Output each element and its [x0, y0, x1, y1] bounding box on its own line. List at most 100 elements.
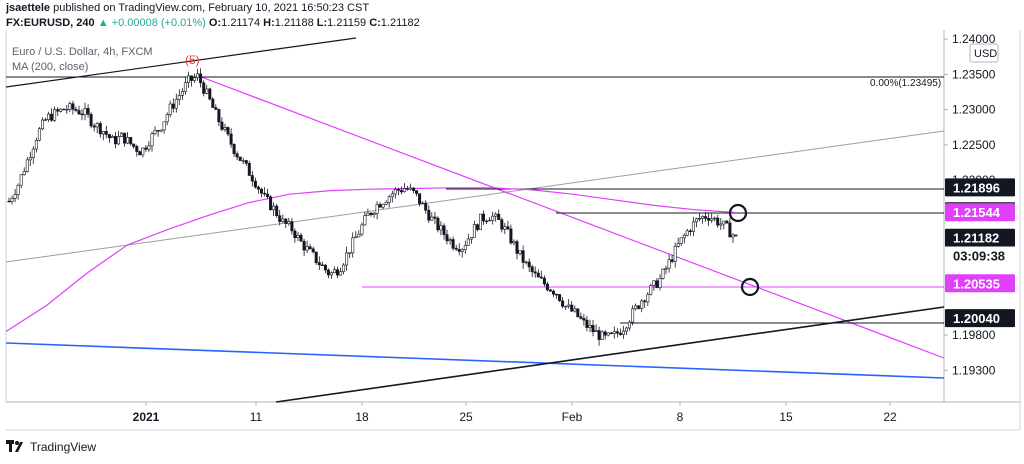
- candle-body: [183, 82, 187, 92]
- candle-body: [293, 230, 297, 238]
- candle-body: [171, 103, 175, 109]
- candle-body: [475, 224, 479, 230]
- candle-body: [150, 133, 154, 147]
- candle-body: [272, 205, 276, 211]
- candle-body: [101, 131, 105, 135]
- price-label-box: [945, 246, 1015, 265]
- candle-body: [676, 243, 680, 247]
- candle-body: [80, 113, 84, 116]
- candle-body: [387, 196, 391, 203]
- publish-line: jsaettele published on TradingView.com, …: [6, 2, 369, 14]
- candle-body: [226, 127, 230, 135]
- candle-body: [153, 130, 157, 134]
- candle-body: [433, 216, 437, 219]
- time-axis[interactable]: 2021 11 18 25 Feb 8 15 22: [133, 402, 897, 424]
- candle-body: [232, 144, 236, 155]
- candle-body: [13, 194, 17, 199]
- candle-body: [597, 330, 601, 340]
- candle-body: [558, 294, 562, 302]
- open-label: O:: [208, 17, 222, 29]
- target-circle-lower: [740, 277, 760, 297]
- candle-body: [600, 331, 604, 340]
- candle-body: [10, 198, 14, 202]
- candle-body: [190, 75, 194, 81]
- candle-body: [74, 109, 78, 111]
- candle-body: [16, 184, 20, 195]
- candle-body: [393, 189, 397, 195]
- candle-body: [457, 249, 461, 252]
- candle-body: [564, 305, 568, 308]
- candle-body: [208, 88, 212, 100]
- candle-body: [679, 237, 683, 244]
- candle-body: [448, 239, 452, 242]
- indicator-legend[interactable]: MA (200, close): [12, 61, 89, 73]
- candle-body: [542, 277, 546, 285]
- price-label-box: [945, 203, 1015, 222]
- symbol-label[interactable]: FX:EURUSD, 240: [6, 17, 95, 29]
- series-legend[interactable]: Euro / U.S. Dollar, 4h, FXCM: [12, 46, 153, 58]
- candle-body: [445, 234, 449, 242]
- candle-body: [545, 283, 549, 291]
- candle-body: [287, 221, 291, 224]
- candle-body: [168, 103, 172, 115]
- candle-body: [7, 200, 11, 203]
- candle-body: [250, 175, 254, 182]
- candle-body: [481, 213, 485, 222]
- candle-body: [25, 159, 29, 172]
- magenta-down-trendline: [195, 74, 945, 359]
- candle-body: [731, 234, 735, 238]
- candle-body: [424, 202, 428, 211]
- price-axis[interactable]: 1.240001.235001.230001.225001.220001.198…: [944, 32, 1015, 377]
- y-tick-label: 1.22500: [952, 138, 996, 152]
- candle-body: [451, 239, 455, 249]
- price-label-box: [945, 274, 1015, 293]
- candle-body: [436, 217, 440, 231]
- candle-body: [345, 252, 349, 266]
- candle-body: [351, 237, 355, 254]
- candle-body: [527, 261, 531, 268]
- candle-body: [199, 73, 203, 84]
- published-text: published on TradingView.com, February 1…: [53, 2, 370, 14]
- candle-body: [71, 103, 75, 110]
- candle-body: [159, 129, 163, 132]
- candle-body: [196, 73, 200, 78]
- candle-body: [561, 300, 565, 307]
- candle-body: [284, 218, 288, 224]
- candle-body: [156, 130, 160, 132]
- candle-body: [512, 241, 516, 244]
- candle-body: [615, 331, 619, 334]
- candle-body: [491, 215, 495, 221]
- candle-body: [259, 188, 263, 194]
- candle-body: [396, 189, 400, 191]
- candle-body: [503, 226, 507, 230]
- candle-body: [320, 264, 324, 266]
- candle-body: [247, 163, 251, 176]
- candle-body: [302, 240, 306, 251]
- candle-body: [716, 217, 720, 226]
- candle-body: [314, 251, 318, 263]
- candle-body: [579, 316, 583, 319]
- candle-body: [19, 174, 23, 186]
- candle-body: [627, 321, 631, 329]
- candle-body: [707, 218, 711, 221]
- candle-body: [609, 332, 613, 334]
- candle-body: [317, 262, 321, 266]
- candle-body: [621, 330, 625, 335]
- price-label-box: [945, 309, 1015, 328]
- publisher-name[interactable]: jsaettele: [6, 2, 51, 14]
- candle-body: [554, 293, 558, 296]
- candle-body: [421, 202, 425, 205]
- low-value: 1.21159: [327, 17, 367, 29]
- candle-body: [682, 234, 686, 239]
- price-label-text: 1.21544: [953, 205, 1001, 220]
- candle-body: [138, 151, 142, 156]
- candle-body: [129, 137, 133, 145]
- candle-body: [399, 190, 403, 193]
- candle-body: [405, 188, 409, 190]
- candle-body: [430, 216, 434, 221]
- footer-brand[interactable]: TradingView: [6, 440, 96, 454]
- candle-body: [22, 171, 26, 176]
- candle-body: [107, 134, 111, 139]
- ma-200-line: [5, 187, 736, 333]
